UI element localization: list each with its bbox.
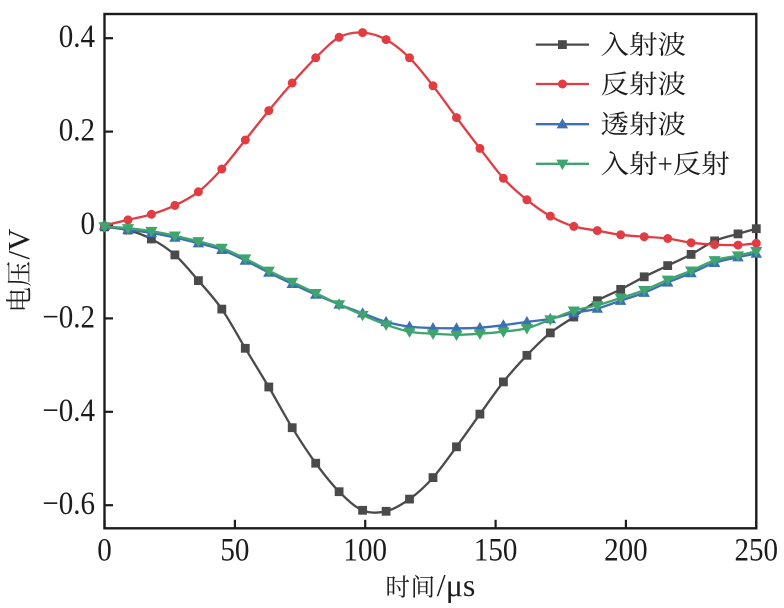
svg-text:100: 100 <box>343 531 387 568</box>
svg-text:200: 200 <box>604 531 648 568</box>
svg-text:−0.2: −0.2 <box>42 298 95 335</box>
svg-text:+: + <box>658 149 673 179</box>
svg-text:0: 0 <box>80 204 95 241</box>
svg-text:−0.6: −0.6 <box>42 484 95 521</box>
svg-text:0.2: 0.2 <box>59 111 95 148</box>
svg-text:0: 0 <box>97 531 112 568</box>
svg-text:250: 250 <box>735 531 779 568</box>
svg-text:50: 50 <box>220 531 249 568</box>
svg-text:−0.4: −0.4 <box>42 391 95 428</box>
svg-text:0.4: 0.4 <box>59 17 96 54</box>
svg-text:150: 150 <box>474 531 518 568</box>
svg-text:/V: /V <box>1 228 36 260</box>
svg-text:/μs: /μs <box>437 567 476 603</box>
